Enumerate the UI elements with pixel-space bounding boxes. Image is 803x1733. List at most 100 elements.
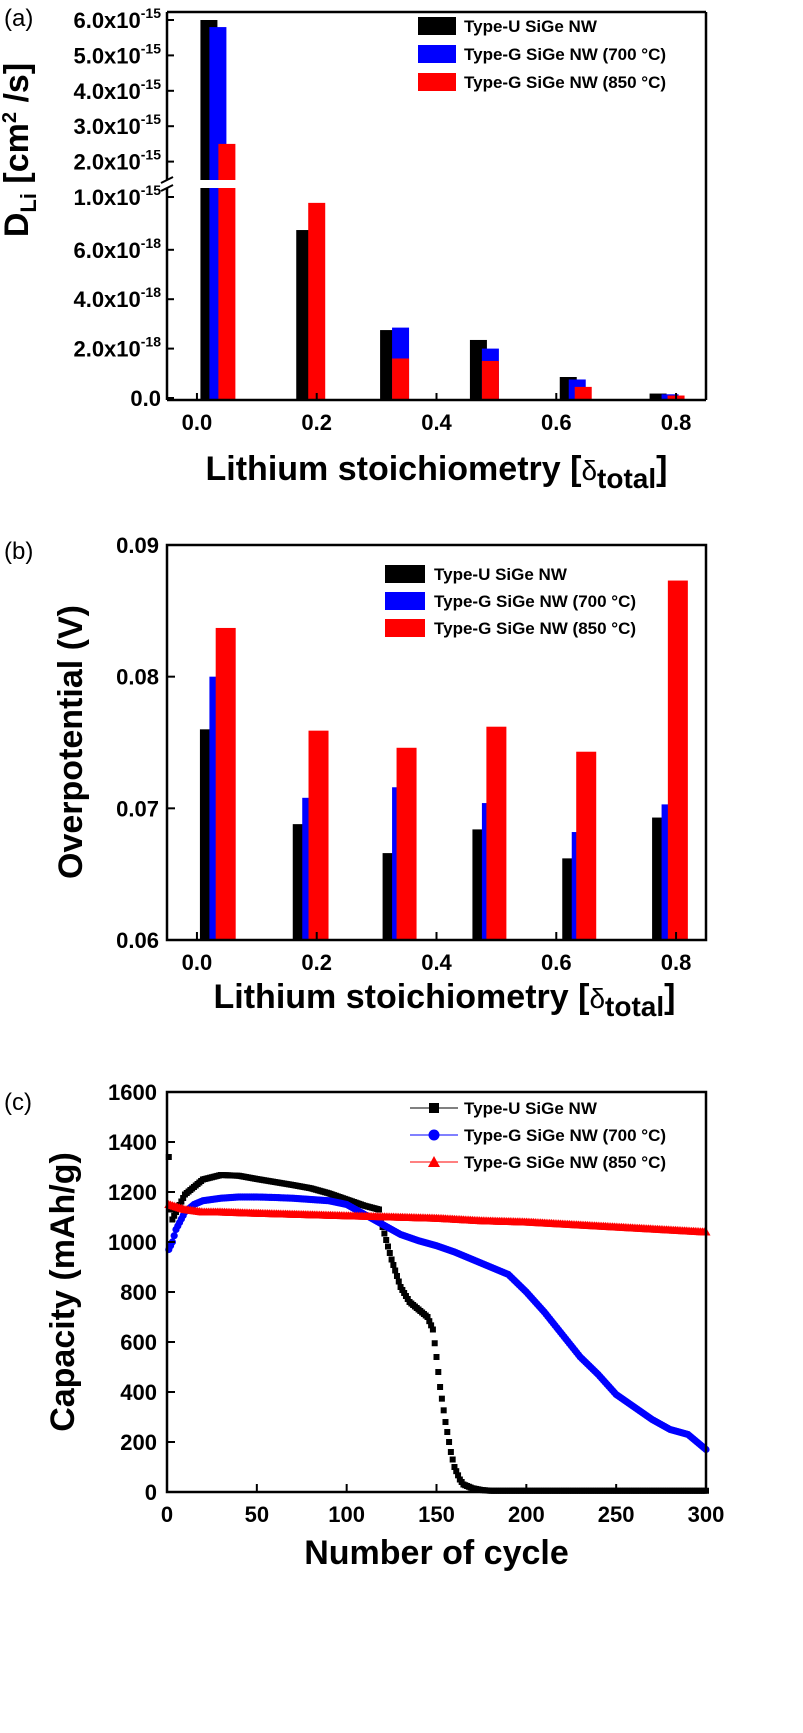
x-tick-label: 0.2 — [301, 410, 332, 435]
x-tick-label: 100 — [328, 1502, 365, 1527]
data-point — [433, 1354, 440, 1360]
legend-label: Type-G SiGe NW (700 °C) — [434, 592, 636, 611]
y-tick-label: 0.08 — [116, 665, 159, 690]
legend-marker — [429, 1103, 439, 1113]
y-tick-label: 5.0x10-15 — [73, 40, 161, 68]
y-tick-label: 400 — [120, 1380, 157, 1405]
legend-swatch — [385, 619, 425, 637]
bar — [199, 729, 212, 940]
data-point — [172, 1209, 179, 1215]
data-point — [435, 1369, 442, 1375]
legend-swatch — [418, 73, 456, 91]
y-axis-label: Overpotential (V) — [52, 605, 90, 879]
legend-swatch — [418, 17, 456, 35]
data-point — [444, 1429, 451, 1435]
data-point — [384, 1243, 391, 1250]
y-tick-label: 0.07 — [116, 796, 159, 821]
data-point — [383, 1237, 390, 1243]
data-point — [171, 1212, 178, 1219]
break-mark — [160, 184, 174, 192]
data-point — [165, 1154, 172, 1160]
plot-frame — [165, 1090, 708, 1494]
x-tick-label: 150 — [418, 1502, 455, 1527]
data-point — [449, 1456, 456, 1463]
bar — [667, 580, 688, 940]
panel-label: (c) — [4, 1089, 32, 1116]
y-tick-label: 200 — [120, 1430, 157, 1455]
x-tick-label: 0.6 — [541, 410, 572, 435]
data-point — [453, 1468, 460, 1475]
y-tick-label: 6.0x10-15 — [73, 5, 161, 33]
legend-label: Type-U SiGe NW — [464, 1099, 598, 1118]
legend-label: Type-U SiGe NW — [464, 17, 598, 36]
legend-swatch — [385, 565, 425, 583]
x-tick-label: 0.0 — [182, 410, 213, 435]
legend-label: Type-G SiGe NW (700 °C) — [464, 1126, 666, 1145]
x-tick-label: 0.4 — [421, 950, 452, 975]
y-tick-label: 4.0x10-15 — [73, 76, 161, 104]
legend-label: Type-G SiGe NW (850 °C) — [434, 619, 636, 638]
data-point — [388, 1256, 395, 1263]
data-point — [447, 1449, 454, 1455]
data-point — [455, 1472, 462, 1479]
y-tick-label: 1.0x10-15 — [73, 182, 161, 210]
y-tick-label: 1200 — [108, 1180, 157, 1205]
data-point — [442, 1419, 449, 1425]
panel-a: 1.0x10-15 2.0x10-15 3.0x10-15 4.0x10-15 5.0x… — [0, 5, 708, 494]
series-square — [165, 1154, 709, 1494]
panel-c: 0 200 400 600 800 1000 1200 1400 1600 0 50 100 150 20… — [4, 1080, 724, 1572]
y-tick-label: 800 — [120, 1280, 157, 1305]
y-axis-label: Capacity (mAh/g) — [44, 1152, 82, 1432]
x-tick-label: 0.8 — [661, 410, 692, 435]
data-point — [451, 1464, 458, 1470]
y-tick-label: 1600 — [108, 1080, 157, 1105]
x-axis-label: Number of cycle — [304, 1534, 569, 1572]
data-point — [178, 1198, 185, 1205]
y-tick-label: 2.0x10-18 — [73, 334, 161, 362]
data-point — [381, 1230, 388, 1237]
bar — [562, 858, 575, 940]
legend-label: Type-G SiGe NW (700 °C) — [464, 45, 666, 64]
data-point — [180, 1195, 187, 1201]
x-tick-label: 0.0 — [182, 950, 213, 975]
x-tick-label: 0.4 — [421, 410, 452, 435]
x-tick-label: 300 — [688, 1502, 725, 1527]
x-tick-label: 0 — [161, 1502, 173, 1527]
bar — [649, 393, 667, 400]
data-point — [426, 1318, 433, 1325]
bar — [308, 202, 326, 400]
bar — [486, 726, 507, 940]
bar — [576, 751, 597, 940]
series-circle — [165, 1193, 710, 1454]
data-point — [393, 1273, 400, 1279]
bar — [574, 386, 592, 400]
data-point — [440, 1407, 447, 1414]
bar — [472, 829, 485, 940]
bar — [302, 797, 314, 940]
y-tick-label: 600 — [120, 1330, 157, 1355]
x-tick-label: 200 — [508, 1502, 545, 1527]
axis-break-gap — [147, 180, 237, 188]
y-tick-label: 6.0x10-18 — [73, 235, 161, 263]
bar — [209, 676, 221, 940]
panel-label: (b) — [4, 538, 33, 565]
x-tick-label: 0.6 — [541, 950, 572, 975]
data-point — [431, 1340, 438, 1347]
data-point — [429, 1326, 436, 1333]
bar — [661, 804, 673, 940]
bar — [396, 747, 417, 940]
x-tick-label: 0.2 — [301, 950, 332, 975]
bar — [481, 360, 499, 400]
data-point — [428, 1322, 435, 1329]
y-tick-label: 0.06 — [116, 928, 159, 953]
bar — [218, 143, 236, 400]
data-point — [392, 1267, 399, 1274]
legend-label: Type-G SiGe NW (850 °C) — [464, 73, 666, 92]
x-tick-label: 250 — [598, 1502, 635, 1527]
bar — [652, 817, 665, 940]
break-mark — [160, 176, 174, 184]
data-point — [438, 1395, 445, 1402]
bar — [392, 358, 410, 400]
y-tick-label: 0.09 — [116, 533, 159, 558]
